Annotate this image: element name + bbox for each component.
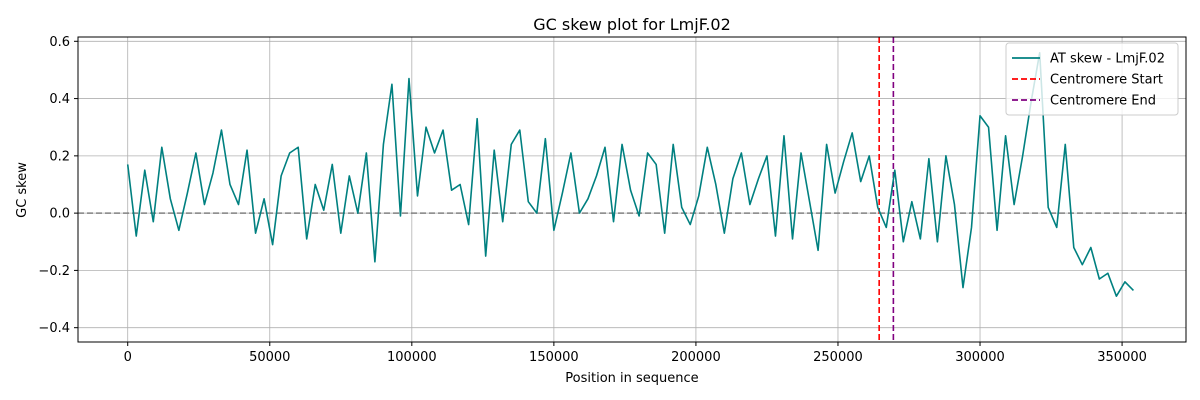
- x-axis-label: Position in sequence: [565, 371, 698, 386]
- series-line-at-skew: [126, 51, 1135, 297]
- x-tick-label: 150000: [529, 350, 579, 365]
- plot-frame: [77, 36, 1187, 343]
- y-tick-label: 0.0: [49, 207, 70, 222]
- chart-title: GC skew plot for LmjF.02: [533, 15, 731, 34]
- x-tick-label: 50000: [249, 350, 290, 365]
- legend-entry-label: AT skew - LmjF.02: [1050, 52, 1165, 67]
- y-tick-label: 0.2: [49, 149, 70, 164]
- y-tick-label: 0.4: [49, 92, 70, 107]
- reference-lines: [78, 37, 1186, 342]
- x-tick-label: 300000: [955, 350, 1005, 365]
- x-tick-label: 0: [124, 350, 132, 365]
- y-tick-label: −0.4: [38, 321, 70, 336]
- y-axis-ticks: −0.4 −0.2 0.0 0.2 0.4 0.6: [38, 35, 78, 336]
- x-tick-label: 200000: [671, 350, 721, 365]
- y-tick-label: 0.6: [49, 35, 70, 50]
- y-tick-label: −0.2: [38, 264, 70, 279]
- x-tick-label: 100000: [387, 350, 437, 365]
- x-tick-label: 250000: [813, 350, 863, 365]
- legend-box: [1005, 42, 1179, 116]
- legend: AT skew - LmjF.02 Centromere Start Centrom…: [1005, 42, 1179, 116]
- y-axis-label: GC skew: [15, 162, 30, 218]
- x-tick-label: 350000: [1097, 350, 1147, 365]
- x-axis-ticks: 0 50000 100000 150000 200000 250000 300000 3500…: [124, 342, 1147, 365]
- legend-entry-label: Centromere Start: [1050, 73, 1163, 88]
- series-layer: [126, 51, 1135, 297]
- legend-entry-label: Centromere End: [1050, 94, 1156, 109]
